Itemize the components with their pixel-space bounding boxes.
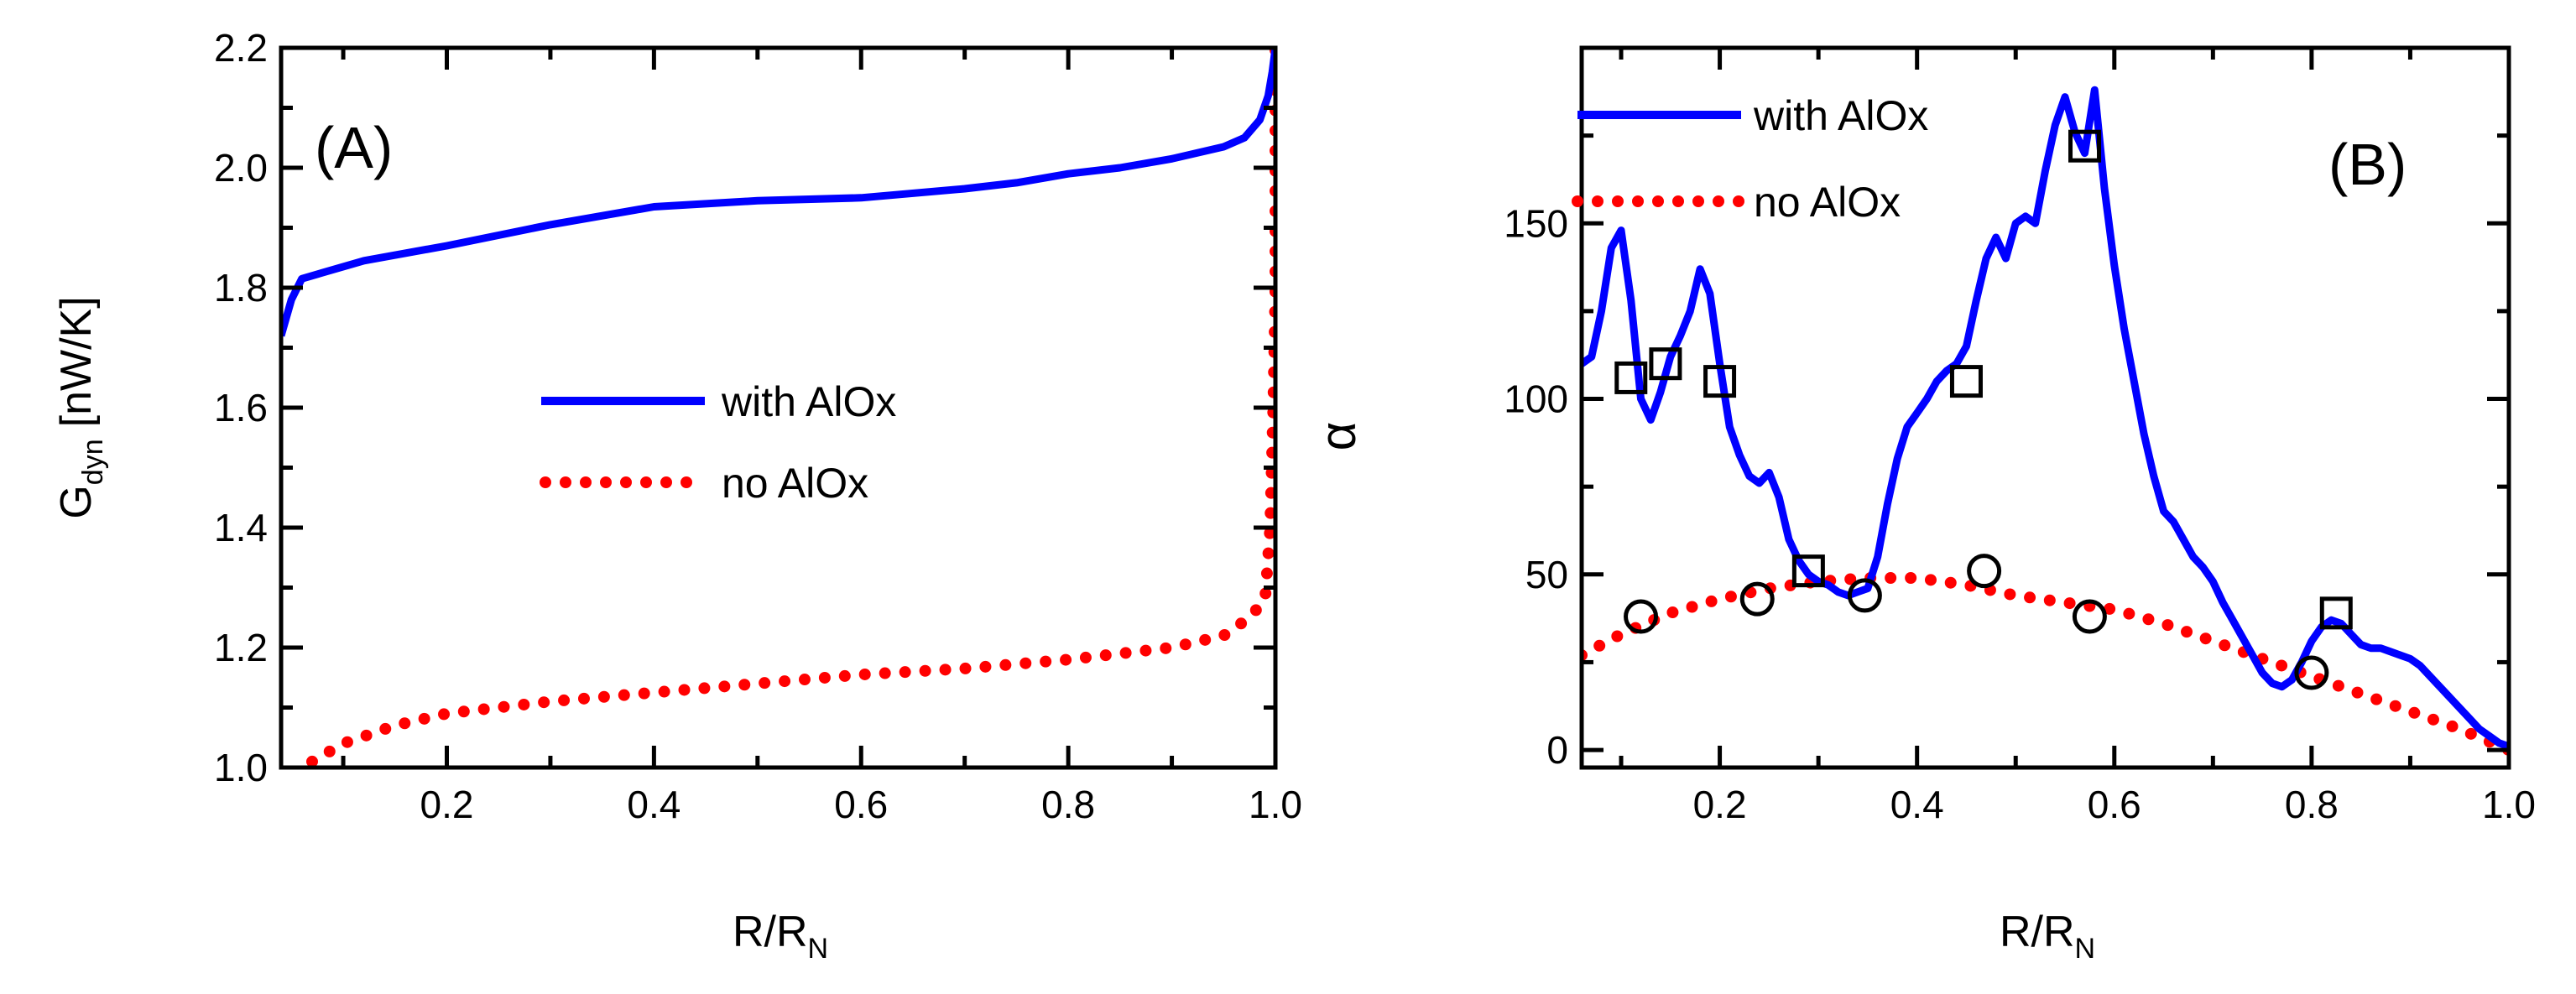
panel-a-y-axis-title: Gdyn [nW/K] — [52, 296, 109, 518]
panel-a-y-axis-title-main: G — [52, 485, 101, 518]
panel-b-label: (B) — [2328, 132, 2407, 197]
panel-b-square-marker — [1949, 365, 1983, 398]
panel-b-square-marker — [1649, 347, 1682, 381]
panel-b-circle-marker — [1967, 554, 2002, 589]
panel-a-y-tick-label: 2.0 — [214, 146, 268, 190]
panel-a-series-with-alox — [281, 48, 1275, 337]
panel-b-legend-label-with-alox: with AlOx — [1753, 92, 1928, 139]
panel-b-series-group — [1582, 86, 2509, 757]
panel-b-square-marker — [2068, 129, 2102, 163]
panel-b-y-tick-label: 50 — [1525, 553, 1568, 596]
panel-b-series-no-alox — [1582, 572, 2509, 757]
panel-a-x-axis-title-sub: N — [808, 933, 829, 965]
panel-a-x-tick-label: 0.6 — [834, 783, 888, 826]
panel-b-series-with-alox — [1582, 86, 2509, 751]
panel-a-y-tick-label: 2.2 — [214, 26, 268, 70]
panel-b-square-marker — [1703, 365, 1737, 398]
panel-a-x-tick-label: 1.0 — [1249, 783, 1302, 826]
panel-a-legend-label-with-alox: with AlOx — [721, 378, 896, 425]
panel-a: 0.2 0.4 0.6 0.8 1.0 1.0 1.2 1.4 1.6 1.8 2.0 2.2 (A)… — [52, 26, 1302, 965]
panel-b-square-marker — [1614, 361, 1648, 394]
panel-b-circle-marker — [1739, 581, 1775, 617]
panel-a-label: (A) — [315, 115, 393, 180]
panel-b-plot-area — [1582, 86, 2509, 757]
panel-a-y-tick-label: 1.0 — [214, 746, 268, 789]
panel-b: 0.2 0.4 0.6 0.8 1.0 0 50 100 150 (B) with AlOx n… — [1310, 45, 2536, 965]
panel-b-legend-label-no-alox: no AlOx — [1754, 179, 1901, 226]
panel-a-y-axis-title-sub: dyn — [77, 439, 109, 485]
panel-b-x-axis-title-sub: N — [2075, 933, 2096, 965]
panel-a-legend-label-no-alox: no AlOx — [722, 460, 868, 507]
panel-a-y-axis-title-unit: [nW/K] — [52, 296, 101, 427]
panel-b-x-tick-label: 0.4 — [1890, 783, 1944, 826]
panel-b-x-tick-label: 1.0 — [2482, 783, 2536, 826]
panel-a-x-axis-title: R/RN — [733, 908, 828, 965]
panel-a-ticks: 0.2 0.4 0.6 0.8 1.0 1.0 1.2 1.4 1.6 1.8 2.0 2.2 — [214, 26, 1302, 826]
panel-b-circle-marker — [1847, 578, 1882, 613]
panel-b-y-axis-title: α — [1310, 422, 1366, 451]
panel-b-square-marker — [2319, 596, 2353, 630]
panel-b-y-tick-label: 0 — [1546, 728, 1568, 772]
panel-b-circle-marker — [2294, 655, 2329, 690]
panel-b-x-tick-label: 0.8 — [2285, 783, 2339, 826]
panel-b-circle-marker — [1624, 599, 1659, 634]
panel-a-x-axis-title-main: R/R — [733, 908, 808, 956]
panel-a-y-tick-label: 1.2 — [214, 626, 268, 669]
panel-a-y-tick-label: 1.4 — [214, 506, 268, 549]
panel-a-y-tick-label: 1.6 — [214, 386, 268, 429]
panel-b-x-axis-title: R/RN — [2000, 908, 2095, 965]
panel-a-x-tick-label: 0.2 — [420, 783, 474, 826]
panel-b-circle-marker — [2072, 599, 2107, 634]
panel-b-square-marker — [1791, 554, 1825, 588]
panel-a-legend: with AlOx no AlOx — [540, 378, 896, 507]
panel-b-y-tick-label: 100 — [1504, 377, 1568, 421]
panel-b-x-axis-title-main: R/R — [2000, 908, 2075, 956]
panel-b-ticks: 0.2 0.4 0.6 0.8 1.0 0 50 100 150 — [1504, 45, 2536, 826]
panel-b-frame — [1579, 45, 2511, 770]
panel-b-x-tick-label: 0.6 — [2088, 783, 2141, 826]
panel-b-y-tick-label: 150 — [1504, 201, 1568, 245]
panel-a-x-tick-label: 0.8 — [1041, 783, 1095, 826]
panel-b-legend: with AlOx no AlOx — [1572, 92, 1928, 226]
panel-a-x-tick-label: 0.4 — [627, 783, 681, 826]
panel-a-y-tick-label: 1.8 — [214, 266, 268, 310]
panel-b-x-tick-label: 0.2 — [1693, 783, 1747, 826]
